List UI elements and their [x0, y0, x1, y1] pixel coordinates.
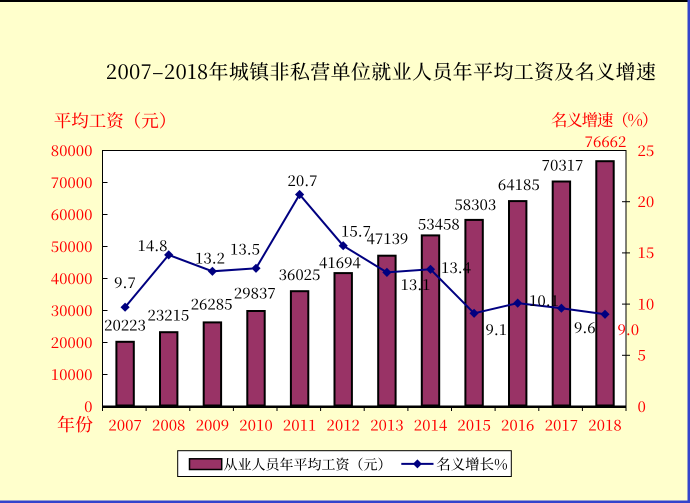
svg-text:0: 0: [84, 396, 92, 417]
svg-text:2014: 2014: [414, 415, 448, 436]
svg-text:50000: 50000: [51, 236, 93, 257]
svg-text:53458: 53458: [418, 214, 460, 235]
svg-text:2012: 2012: [326, 415, 359, 436]
svg-text:20.7: 20.7: [288, 170, 318, 191]
svg-text:76662: 76662: [585, 131, 627, 152]
svg-text:2018: 2018: [588, 415, 621, 436]
svg-text:从业人员年平均工资（元）: 从业人员年平均工资（元）: [224, 455, 392, 475]
svg-text:30000: 30000: [51, 300, 93, 321]
svg-text:2013: 2013: [370, 415, 403, 436]
svg-text:10.1: 10.1: [529, 290, 559, 311]
svg-text:13.5: 13.5: [230, 239, 260, 260]
svg-text:15.7: 15.7: [341, 221, 371, 242]
svg-text:2011: 2011: [283, 415, 316, 436]
svg-text:64185: 64185: [498, 174, 540, 195]
svg-text:14.8: 14.8: [138, 235, 168, 256]
svg-text:29837: 29837: [234, 283, 276, 304]
svg-text:20: 20: [638, 191, 655, 212]
svg-text:2009: 2009: [196, 415, 229, 436]
svg-text:13.2: 13.2: [195, 248, 225, 269]
svg-text:58303: 58303: [454, 194, 496, 215]
svg-text:70317: 70317: [542, 155, 584, 176]
svg-text:20223: 20223: [104, 314, 146, 335]
svg-text:23215: 23215: [148, 304, 190, 325]
svg-text:25: 25: [638, 140, 655, 161]
svg-text:9.1: 9.1: [486, 319, 508, 340]
svg-text:15: 15: [638, 242, 655, 263]
svg-text:2010: 2010: [239, 415, 272, 436]
svg-text:2015: 2015: [457, 415, 490, 436]
svg-text:47139: 47139: [367, 228, 409, 249]
svg-text:2008: 2008: [152, 415, 185, 436]
svg-text:年份: 年份: [57, 411, 93, 437]
svg-text:2007–2018年城镇非私营单位就业人员年平均工资及名义增: 2007–2018年城镇非私营单位就业人员年平均工资及名义增速: [106, 56, 656, 85]
svg-text:41694: 41694: [319, 252, 361, 273]
svg-text:36025: 36025: [279, 264, 321, 285]
svg-text:70000: 70000: [51, 172, 93, 193]
svg-text:26285: 26285: [191, 293, 233, 314]
svg-text:名义增速（%）: 名义增速（%）: [551, 107, 657, 131]
svg-text:10000: 10000: [51, 364, 93, 385]
svg-text:2016: 2016: [501, 415, 534, 436]
svg-text:60000: 60000: [51, 204, 93, 225]
svg-text:9.0: 9.0: [618, 319, 640, 340]
svg-text:平均工资（元）: 平均工资（元）: [54, 108, 177, 133]
svg-text:2007: 2007: [108, 415, 141, 436]
svg-text:0: 0: [638, 396, 646, 417]
svg-text:10: 10: [638, 293, 655, 314]
svg-text:名义增长%: 名义增长%: [436, 454, 508, 475]
svg-text:13.4: 13.4: [441, 257, 472, 278]
svg-text:20000: 20000: [51, 332, 93, 353]
svg-text:9.7: 9.7: [114, 272, 136, 293]
svg-text:40000: 40000: [51, 268, 93, 289]
svg-text:80000: 80000: [51, 140, 93, 161]
svg-text:9.6: 9.6: [574, 317, 596, 338]
svg-text:13.1: 13.1: [401, 274, 431, 295]
svg-text:2017: 2017: [545, 415, 578, 436]
svg-text:5: 5: [638, 345, 646, 366]
